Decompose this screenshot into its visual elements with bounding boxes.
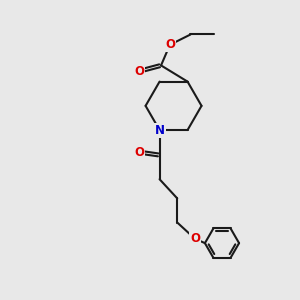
- Text: O: O: [134, 146, 144, 159]
- Text: N: N: [154, 124, 165, 136]
- Text: O: O: [165, 38, 175, 51]
- Text: O: O: [134, 65, 144, 78]
- Text: O: O: [190, 232, 200, 245]
